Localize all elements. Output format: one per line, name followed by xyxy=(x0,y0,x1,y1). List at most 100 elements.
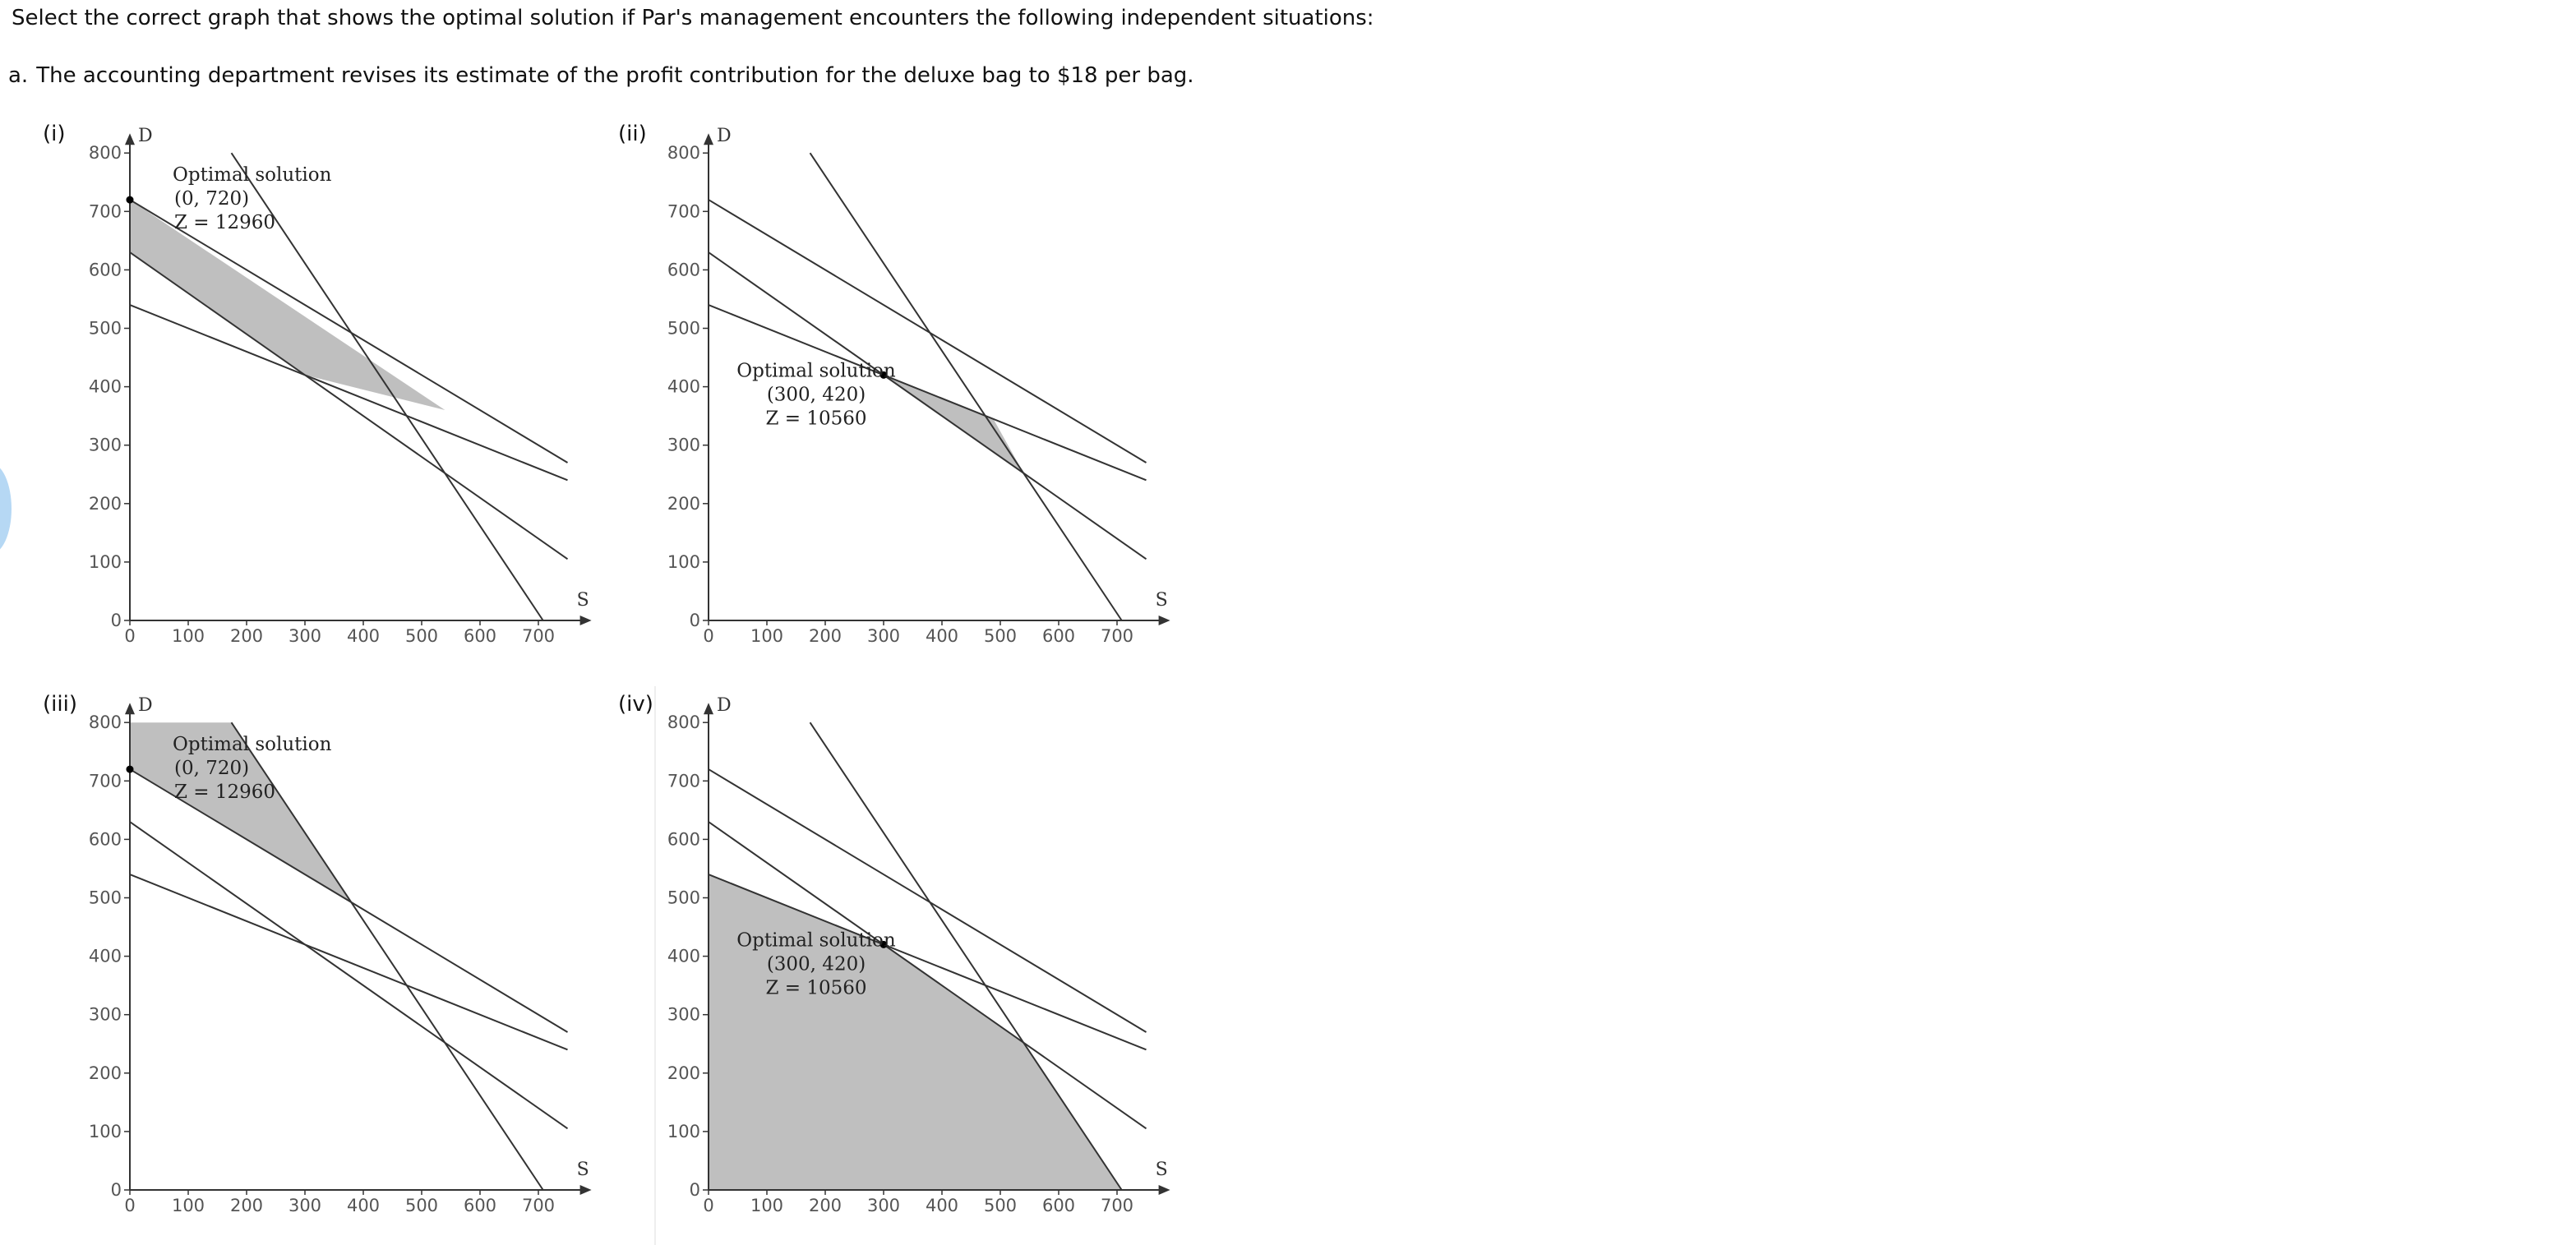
x-tick-label: 100 xyxy=(750,1196,783,1215)
constraint-line xyxy=(230,152,544,621)
feasible-region xyxy=(709,874,1122,1190)
x-tick-label: 200 xyxy=(230,1196,263,1215)
optimal-solution-annotation: Optimal solution xyxy=(736,929,896,951)
y-tick-label: 100 xyxy=(89,1122,122,1141)
y-tick-label: 500 xyxy=(89,888,122,908)
constraint-line xyxy=(129,199,569,463)
y-axis-label: D xyxy=(138,126,153,146)
x-tick-label: 100 xyxy=(172,1196,205,1215)
y-tick-label: 700 xyxy=(667,201,700,221)
x-axis-label: S xyxy=(1156,1160,1168,1180)
y-tick-label: 200 xyxy=(667,1063,700,1083)
y-tick-label: 600 xyxy=(89,260,122,279)
y-tick-label: 800 xyxy=(89,143,122,163)
x-tick-label: 700 xyxy=(1101,626,1133,646)
optimal-point xyxy=(879,371,888,379)
y-tick-label: 500 xyxy=(667,319,700,339)
x-tick-label: 500 xyxy=(405,1196,438,1215)
graph-ii[interactable]: S D 0 100 200 300 400 500 600 700 0 100 200 300 400 500… xyxy=(661,119,1187,653)
optimal-point xyxy=(126,196,134,204)
x-tick-label: 0 xyxy=(703,626,713,646)
optimal-solution-annotation: Z = 12960 xyxy=(174,212,275,233)
y-tick-label: 800 xyxy=(89,712,122,732)
edge-highlight xyxy=(0,463,12,554)
y-tick-label: 500 xyxy=(89,319,122,339)
y-tick-label: 0 xyxy=(690,611,700,630)
constraint-line xyxy=(129,821,569,1130)
y-tick-label: 400 xyxy=(667,947,700,966)
x-tick-label: 500 xyxy=(405,626,438,646)
optimal-solution-annotation: (300, 420) xyxy=(767,953,866,975)
constraint-line xyxy=(809,722,1123,1191)
y-axis-arrow-icon xyxy=(704,133,713,145)
y-axis-label: D xyxy=(717,126,732,146)
x-tick-label: 200 xyxy=(230,626,263,646)
x-axis-label: S xyxy=(1156,590,1168,611)
y-tick-label: 700 xyxy=(89,771,122,791)
x-tick-label: 100 xyxy=(172,626,205,646)
constraint-line xyxy=(708,251,1147,560)
y-axis-arrow-icon xyxy=(704,703,713,715)
x-tick-label: 300 xyxy=(289,626,321,646)
y-axis-arrow-icon xyxy=(125,133,135,145)
feasible-region xyxy=(130,722,353,904)
x-tick-label: 700 xyxy=(522,626,555,646)
y-tick-label: 100 xyxy=(89,552,122,572)
x-tick-label: 600 xyxy=(1042,1196,1075,1215)
x-tick-label: 500 xyxy=(984,1196,1017,1215)
x-tick-label: 500 xyxy=(984,626,1017,646)
graph-iv[interactable]: S D 0 100 200 300 400 500 600 700 0 100 200 300 400 500… xyxy=(661,689,1187,1223)
graph-i[interactable]: S D 0 100 200 300 400 500 600 700 0 100 200 300 400 500… xyxy=(82,119,608,653)
y-tick-label: 300 xyxy=(89,436,122,455)
x-tick-label: 400 xyxy=(926,626,958,646)
x-tick-label: 400 xyxy=(926,1196,958,1215)
y-axis-label: D xyxy=(138,695,153,716)
optimal-solution-annotation: Z = 12960 xyxy=(174,782,275,803)
y-tick-label: 200 xyxy=(89,494,122,514)
y-tick-label: 500 xyxy=(667,888,700,908)
optimal-solution-annotation: Optimal solution xyxy=(736,360,896,381)
y-tick-label: 400 xyxy=(667,377,700,397)
panel-label-ii: (ii) xyxy=(618,122,647,146)
y-axis-arrow-icon xyxy=(125,703,135,715)
x-tick-label: 300 xyxy=(867,626,900,646)
panel-divider xyxy=(654,686,656,1245)
graph-iii[interactable]: S D 0 100 200 300 400 500 600 700 0 100 200 300 400 500… xyxy=(82,689,608,1223)
constraint-line xyxy=(708,821,1147,1130)
x-axis-arrow-icon xyxy=(579,616,592,625)
y-tick-label: 300 xyxy=(667,436,700,455)
y-tick-label: 800 xyxy=(667,143,700,163)
x-tick-label: 200 xyxy=(809,626,842,646)
y-tick-label: 600 xyxy=(667,260,700,279)
x-tick-label: 0 xyxy=(703,1196,713,1215)
optimal-point xyxy=(879,940,888,948)
x-axis-label: S xyxy=(577,1160,589,1180)
y-tick-label: 0 xyxy=(690,1180,700,1200)
optimal-solution-annotation: Z = 10560 xyxy=(765,408,866,429)
x-axis-arrow-icon xyxy=(1158,616,1170,625)
y-axis-label: D xyxy=(717,695,732,716)
x-tick-label: 0 xyxy=(124,1196,135,1215)
optimal-solution-annotation: (300, 420) xyxy=(767,384,866,405)
y-tick-label: 600 xyxy=(89,829,122,849)
constraint-line xyxy=(129,304,568,482)
constraint-line xyxy=(708,304,1147,482)
y-tick-label: 200 xyxy=(667,494,700,514)
x-tick-label: 600 xyxy=(464,1196,496,1215)
optimal-solution-annotation: (0, 720) xyxy=(174,758,249,779)
constraint-line xyxy=(708,768,1147,1033)
x-tick-label: 200 xyxy=(809,1196,842,1215)
question-letter: a. xyxy=(8,63,29,88)
instructions: Select the correct graph that shows the … xyxy=(12,6,1374,30)
y-tick-label: 300 xyxy=(667,1005,700,1025)
question-a: a. The accounting department revises its … xyxy=(8,59,1194,92)
y-tick-label: 100 xyxy=(667,1122,700,1141)
panel-label-i: (i) xyxy=(43,122,66,146)
constraint-line xyxy=(708,874,1147,1051)
y-tick-label: 700 xyxy=(89,201,122,221)
x-tick-label: 400 xyxy=(347,1196,380,1215)
y-tick-label: 300 xyxy=(89,1005,122,1025)
question-text: The accounting department revises its es… xyxy=(36,63,1194,88)
constraint-line xyxy=(129,874,568,1051)
y-tick-label: 400 xyxy=(89,947,122,966)
